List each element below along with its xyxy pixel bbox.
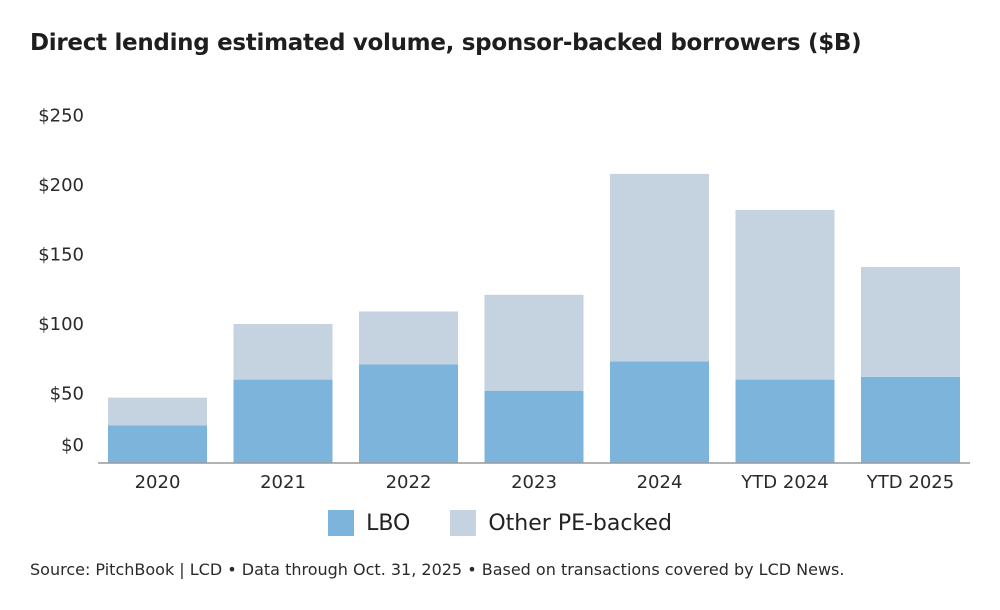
bar-other-pe-backed-2020 [108, 397, 207, 426]
bar-lbo-2020 [108, 425, 207, 463]
bar-other-pe-backed-2023 [484, 294, 584, 391]
y-tick-label: $150 [38, 245, 84, 266]
x-tick-label: 2024 [637, 472, 683, 493]
bar-other-pe-backed-2021 [233, 324, 333, 380]
legend-label-lbo: LBO [366, 510, 411, 536]
bar-other-pe-backed-2024 [610, 173, 709, 362]
y-tick-label: $100 [38, 314, 84, 335]
legend-label-other-pe-backed: Other PE-backed [488, 510, 672, 536]
bar-other-pe-backed-ytd-2024 [735, 210, 835, 380]
bar-lbo-2021 [233, 379, 333, 463]
legend-swatch-lbo [328, 510, 355, 536]
x-tick-label: 2023 [511, 472, 557, 493]
bar-lbo-ytd-2025 [861, 376, 960, 463]
x-tick-label: YTD 2024 [740, 472, 828, 493]
bar-lbo-2022 [359, 364, 458, 463]
y-tick-label: $250 [38, 106, 84, 127]
legend-item-lbo[interactable]: LBO [328, 510, 410, 536]
legend-item-other-pe-backed[interactable]: Other PE-backed [450, 510, 672, 536]
x-tick-label: YTD 2025 [866, 472, 954, 493]
y-tick-label: $50 [50, 384, 84, 405]
y-tick-label: $200 [38, 175, 84, 196]
legend: LBO Other PE-backed [0, 510, 1000, 536]
source-note: Source: PitchBook | LCD • Data through O… [30, 560, 845, 579]
bar-other-pe-backed-2022 [359, 311, 458, 365]
x-tick-label: 2022 [386, 472, 432, 493]
x-tick-label: 2021 [260, 472, 306, 493]
bar-other-pe-backed-ytd-2025 [861, 267, 960, 377]
bar-lbo-2023 [484, 390, 584, 463]
x-tick-label: 2020 [135, 472, 181, 493]
legend-swatch-other-pe-backed [450, 510, 477, 536]
bar-lbo-ytd-2024 [735, 379, 835, 463]
chart-title: Direct lending estimated volume, sponsor… [30, 30, 862, 56]
bar-lbo-2024 [610, 361, 709, 463]
y-tick-label: $0 [61, 435, 84, 456]
